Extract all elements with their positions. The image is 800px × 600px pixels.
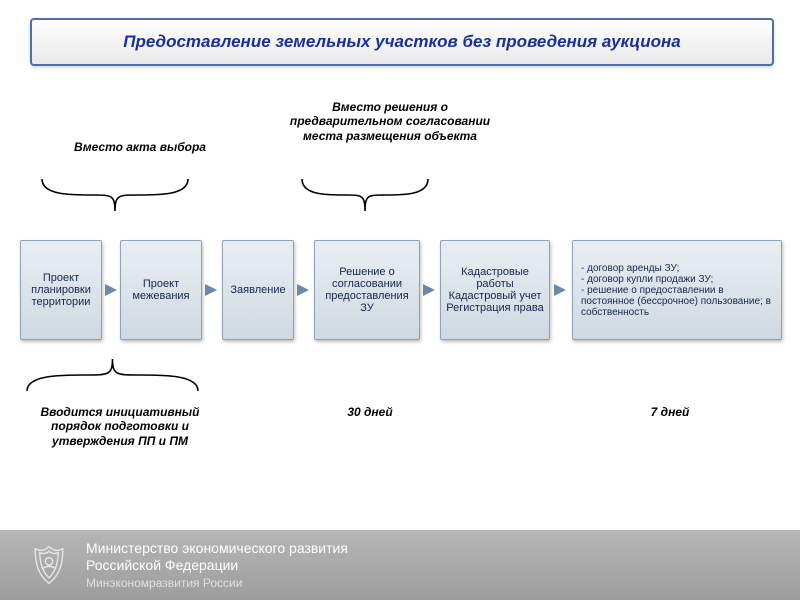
step-box-1: Проект межевания (120, 240, 202, 340)
arrow-0 (105, 284, 117, 296)
brace-top-left (40, 175, 190, 215)
annot-days-30: 30 дней (330, 405, 410, 419)
arrow-2 (297, 284, 309, 296)
step-box-5: - договор аренды ЗУ; - договор купли про… (572, 240, 782, 340)
footer-line3: Минэкономразвития России (86, 576, 348, 590)
footer-line2: Российской Федерации (86, 557, 238, 573)
annot-top-mid: Вместо решения о предварительном согласо… (280, 100, 500, 143)
title-text: Предоставление земельных участков без пр… (123, 32, 680, 52)
step-box-0: Проект планировки территории (20, 240, 102, 340)
brace-bottom-left (25, 355, 200, 395)
footer-bar: Министерство экономического развития Рос… (0, 530, 800, 600)
annot-bottom-left: Вводится инициативный порядок подготовки… (25, 405, 215, 448)
annot-days-7: 7 дней (630, 405, 710, 419)
arrow-4 (554, 284, 566, 296)
emblem-icon (26, 542, 72, 588)
arrow-1 (205, 284, 217, 296)
step-box-3: Решение о согласовании предоставления ЗУ (314, 240, 420, 340)
footer-line1: Министерство экономического развития (86, 540, 348, 556)
footer-text: Министерство экономического развития Рос… (86, 540, 348, 590)
title-box: Предоставление земельных участков без пр… (30, 18, 774, 66)
diagram-stage: Предоставление земельных участков без пр… (0, 0, 800, 600)
step-box-4: Кадастровые работы Кадастровый учет Реги… (440, 240, 550, 340)
step-box-2: Заявление (222, 240, 294, 340)
arrow-3 (423, 284, 435, 296)
annot-top-left: Вместо акта выбора (60, 140, 220, 154)
brace-top-mid (300, 175, 430, 215)
